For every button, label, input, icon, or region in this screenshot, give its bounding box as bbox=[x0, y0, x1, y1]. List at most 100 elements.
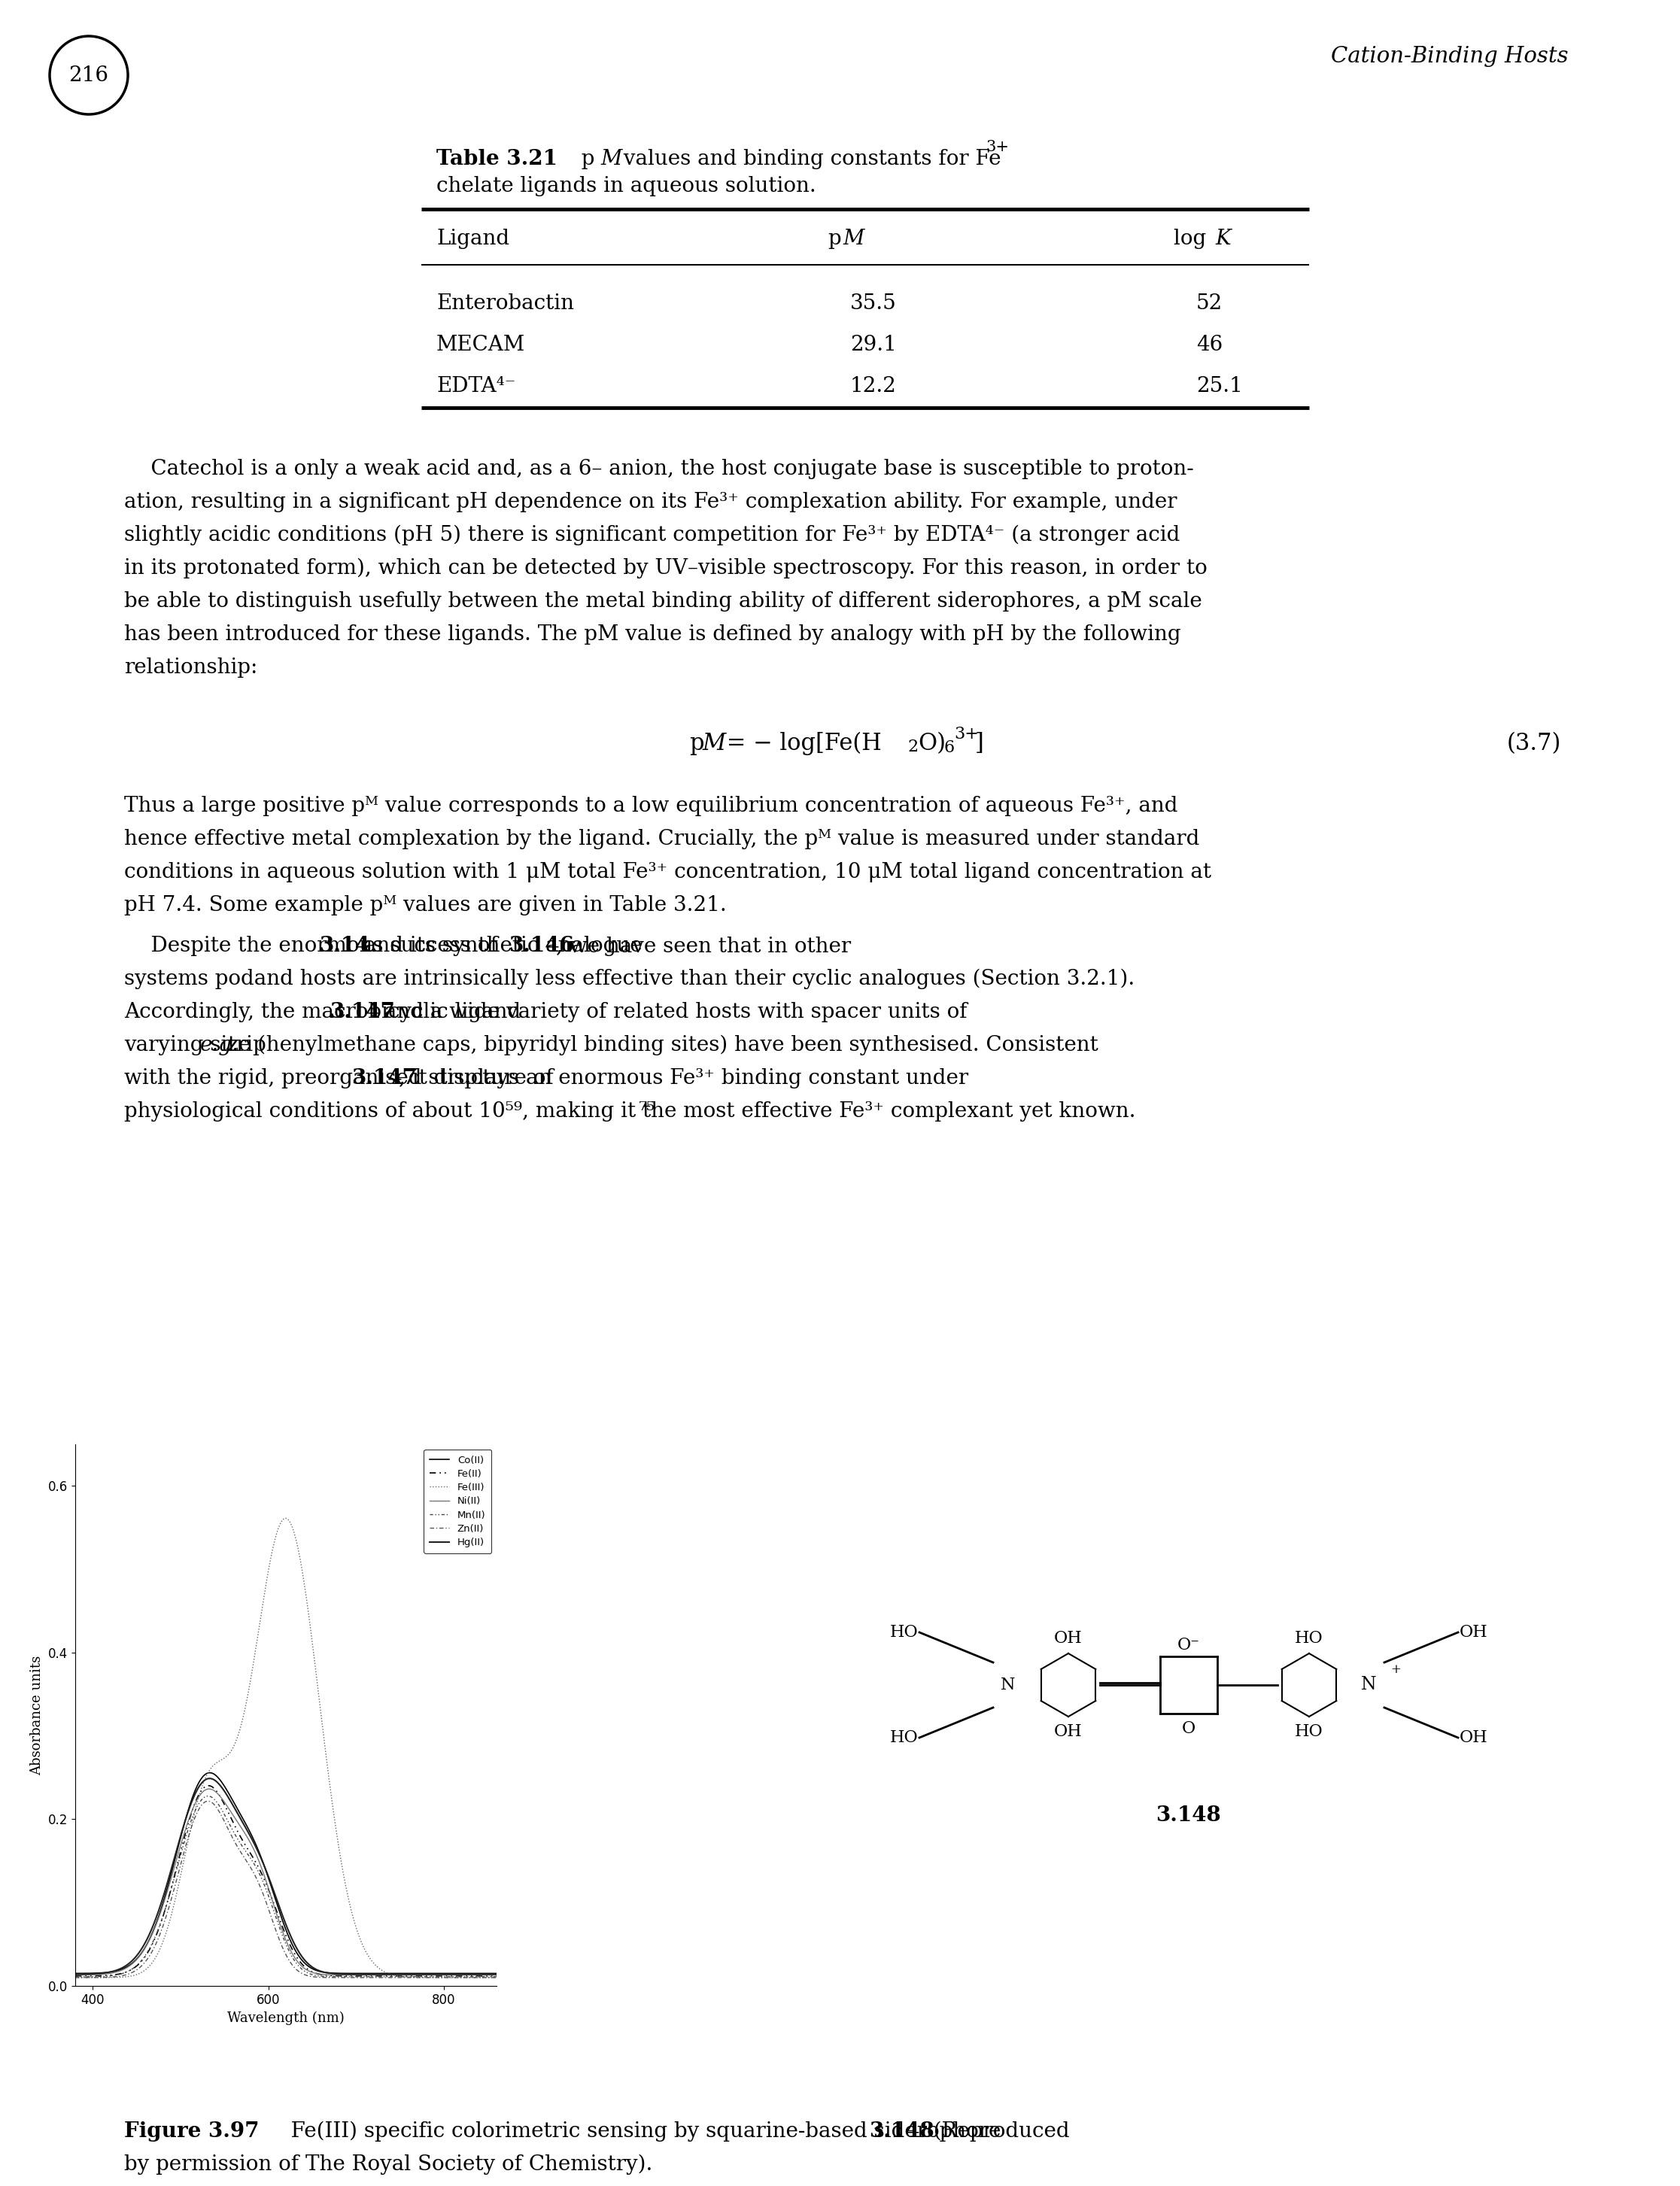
Text: , it displays an enormous Fe³⁺ binding constant under: , it displays an enormous Fe³⁺ binding c… bbox=[400, 1069, 969, 1089]
Hg(II) bbox=[428, 1961, 449, 1987]
Mn(II) bbox=[311, 1963, 331, 1989]
Text: e.g.: e.g. bbox=[200, 1036, 239, 1056]
Co(II) bbox=[472, 1961, 492, 1987]
Fe(II) bbox=[385, 1963, 405, 1989]
Co(II) bbox=[91, 1961, 111, 1987]
Ni(II) bbox=[480, 1963, 501, 1989]
Text: conditions in aqueous solution with 1 μM total Fe³⁺ concentration, 10 μM total l: conditions in aqueous solution with 1 μM… bbox=[124, 861, 1211, 883]
Text: 12.2: 12.2 bbox=[850, 376, 897, 396]
Text: Thus a large positive pᴹ value corresponds to a low equilibrium concentration of: Thus a large positive pᴹ value correspon… bbox=[124, 796, 1178, 815]
Fe(II) bbox=[66, 1963, 86, 1989]
Ni(II) bbox=[334, 1961, 354, 1987]
Ni(II) bbox=[66, 1961, 86, 1987]
Fe(II) bbox=[321, 1963, 341, 1989]
Text: systems podand hosts are intrinsically less effective than their cyclic analogue: systems podand hosts are intrinsically l… bbox=[124, 968, 1134, 990]
Co(II) bbox=[487, 1961, 507, 1987]
Text: 52: 52 bbox=[1196, 293, 1223, 313]
Text: N: N bbox=[1361, 1677, 1378, 1694]
Text: 3.147: 3.147 bbox=[329, 1001, 395, 1023]
Text: K: K bbox=[1215, 230, 1231, 249]
Mn(II) bbox=[428, 1963, 449, 1989]
Text: slightly acidic conditions (pH 5) there is significant competition for Fe³⁺ by E: slightly acidic conditions (pH 5) there … bbox=[124, 525, 1179, 546]
X-axis label: Wavelength (nm): Wavelength (nm) bbox=[227, 2011, 344, 2024]
Hg(II) bbox=[321, 1961, 341, 1987]
Zn(II) bbox=[385, 1965, 405, 1991]
Text: M: M bbox=[702, 732, 726, 754]
Text: log: log bbox=[1174, 230, 1213, 249]
Zn(II) bbox=[449, 1965, 469, 1991]
Text: p: p bbox=[828, 230, 842, 249]
Text: (3.7): (3.7) bbox=[1507, 732, 1561, 754]
Text: has been introduced for these ligands. The pM value is defined by analogy with p: has been introduced for these ligands. T… bbox=[124, 625, 1181, 645]
Text: 216: 216 bbox=[69, 66, 109, 85]
Co(II) bbox=[334, 1961, 354, 1987]
Co(II) bbox=[66, 1961, 86, 1987]
Text: O): O) bbox=[917, 732, 946, 754]
Text: HO: HO bbox=[1295, 1723, 1324, 1740]
Text: 46: 46 bbox=[1196, 334, 1223, 354]
Line: Hg(II): Hg(II) bbox=[76, 1779, 497, 1974]
Text: hence effective metal complexation by the ligand. Crucially, the pᴹ value is mea: hence effective metal complexation by th… bbox=[124, 828, 1200, 850]
Line: Mn(II): Mn(II) bbox=[76, 1797, 497, 1976]
Text: pH 7.4. Some example pᴹ values are given in Table 3.21.: pH 7.4. Some example pᴹ values are given… bbox=[124, 894, 726, 916]
Text: Enterobactin: Enterobactin bbox=[437, 293, 575, 313]
Line: Ni(II): Ni(II) bbox=[76, 1788, 497, 1976]
Mn(II) bbox=[91, 1963, 111, 1989]
Fe(II) bbox=[311, 1961, 331, 1987]
Fe(III) bbox=[321, 1784, 341, 1810]
Text: HO: HO bbox=[889, 1624, 917, 1642]
Text: O⁻: O⁻ bbox=[1178, 1637, 1200, 1653]
Text: 3.147: 3.147 bbox=[351, 1069, 417, 1089]
Text: Ligand: Ligand bbox=[437, 230, 509, 249]
Ni(II) bbox=[311, 1961, 331, 1987]
Hg(II) bbox=[66, 1961, 86, 1987]
Ni(II) bbox=[91, 1961, 111, 1987]
Text: EDTA⁴⁻: EDTA⁴⁻ bbox=[437, 376, 516, 396]
Text: Table 3.21: Table 3.21 bbox=[437, 149, 558, 168]
Hg(II) bbox=[91, 1961, 111, 1987]
Fe(III) bbox=[428, 1965, 449, 1991]
Text: 3+: 3+ bbox=[954, 726, 979, 743]
Zn(II) bbox=[311, 1965, 331, 1991]
Text: 3.146: 3.146 bbox=[509, 936, 575, 955]
Line: Zn(II): Zn(II) bbox=[76, 1801, 497, 1978]
Text: and its synthetic analogue: and its synthetic analogue bbox=[358, 936, 648, 955]
Fe(III) bbox=[487, 1965, 507, 1991]
Hg(II) bbox=[385, 1961, 405, 1987]
Text: 2: 2 bbox=[907, 739, 917, 754]
Text: 3.148: 3.148 bbox=[1156, 1806, 1221, 1825]
Text: ⁷⁵: ⁷⁵ bbox=[638, 1102, 655, 1121]
Fe(III) bbox=[385, 1963, 405, 1989]
Text: N: N bbox=[1001, 1677, 1015, 1694]
Zn(II) bbox=[91, 1965, 111, 1991]
Text: = − log[Fe(H: = − log[Fe(H bbox=[719, 732, 882, 756]
Text: O: O bbox=[1181, 1720, 1196, 1738]
Text: OH: OH bbox=[1460, 1624, 1488, 1642]
Fe(II) bbox=[198, 1773, 218, 1799]
Text: Figure 3.97: Figure 3.97 bbox=[124, 2120, 259, 2142]
Text: +: + bbox=[1391, 1664, 1401, 1677]
Fe(II) bbox=[487, 1963, 507, 1989]
Text: M: M bbox=[600, 149, 622, 168]
Ni(II) bbox=[200, 1775, 220, 1801]
Fe(II) bbox=[334, 1963, 354, 1989]
Mn(II) bbox=[66, 1963, 86, 1989]
Text: p: p bbox=[689, 732, 704, 754]
Text: Accordingly, the macrobicyclic ligand: Accordingly, the macrobicyclic ligand bbox=[124, 1001, 528, 1023]
Fe(III) bbox=[66, 1965, 86, 1991]
Co(II) bbox=[200, 1760, 220, 1786]
Mn(II) bbox=[385, 1963, 405, 1989]
Fe(III) bbox=[91, 1965, 111, 1991]
Text: 3.14: 3.14 bbox=[319, 936, 370, 955]
Text: physiological conditions of about 10⁵⁹, making it the most effective Fe³⁺ comple: physiological conditions of about 10⁵⁹, … bbox=[124, 1102, 1136, 1121]
Mn(II) bbox=[321, 1963, 341, 1989]
Fe(III) bbox=[276, 1506, 296, 1532]
Ni(II) bbox=[321, 1961, 341, 1987]
Line: Fe(II): Fe(II) bbox=[76, 1786, 497, 1976]
Co(II) bbox=[385, 1961, 405, 1987]
Text: OH: OH bbox=[1053, 1723, 1082, 1740]
Zn(II) bbox=[198, 1788, 218, 1814]
Text: chelate ligands in aqueous solution.: chelate ligands in aqueous solution. bbox=[437, 177, 816, 197]
Fe(II) bbox=[428, 1963, 449, 1989]
Text: HO: HO bbox=[889, 1729, 917, 1747]
